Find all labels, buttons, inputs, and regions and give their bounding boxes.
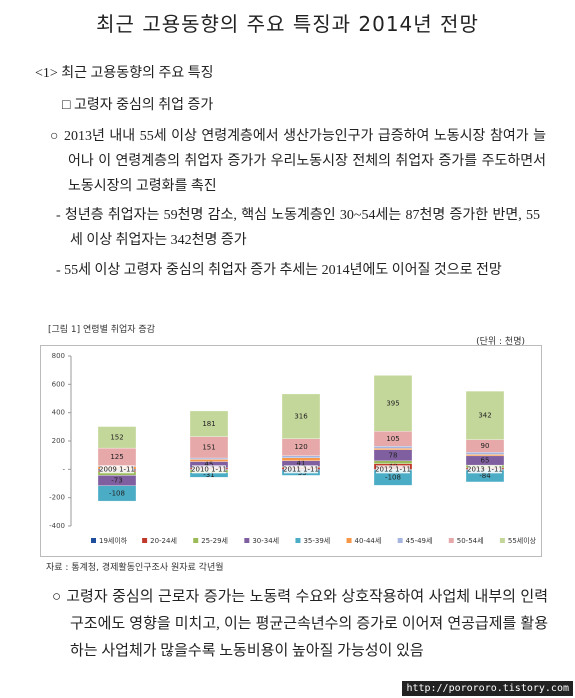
data-label: -73 xyxy=(111,477,122,485)
legend-label: 50-54세 xyxy=(457,536,484,545)
legend-label: 45-49세 xyxy=(406,536,433,545)
paragraph: ○ 2013년 내내 55세 이상 연령계층에서 생산가능인구가 급증하여 노동… xyxy=(50,129,546,194)
category-label-bg xyxy=(284,465,318,474)
legend-label: 20-24세 xyxy=(150,536,177,545)
data-label: 151 xyxy=(202,443,215,451)
x-category-label: 2013 1-11 xyxy=(467,465,503,473)
data-label: -84 xyxy=(479,472,491,480)
legend-swatch xyxy=(397,538,403,543)
y-tick-label: 600 xyxy=(52,380,65,388)
data-label: -108 xyxy=(109,489,125,497)
data-label: 90 xyxy=(481,442,490,450)
legend-swatch xyxy=(346,538,352,543)
legend-label: 19세이하 xyxy=(99,536,128,545)
category-label-bg xyxy=(376,465,410,474)
legend-swatch xyxy=(295,538,301,543)
category-label-bg xyxy=(100,465,134,474)
data-label: 316 xyxy=(294,412,308,420)
unit-label: (단위 : 천명) xyxy=(476,337,525,347)
x-category-label: 2012 1-11 xyxy=(375,465,411,473)
data-label: 45 xyxy=(205,461,214,469)
data-label: -108 xyxy=(385,474,401,482)
legend-label: 40-44세 xyxy=(355,536,382,545)
data-label: 120 xyxy=(294,443,307,451)
bar-segment xyxy=(189,459,229,462)
x-category-label: 2010 1-11 xyxy=(191,465,227,473)
y-tick-label: 800 xyxy=(52,352,65,360)
figure-caption: [그림 1] 연령별 취업자 증감 xyxy=(48,325,155,335)
category-label-bg xyxy=(192,465,226,474)
bar-segment xyxy=(97,426,137,449)
bar-segment xyxy=(281,455,321,459)
x-category-label: 2009 1-11 xyxy=(99,465,135,473)
legend-swatch xyxy=(142,538,148,543)
category-label-bg xyxy=(468,465,502,474)
paragraph: - 55세 이상 고령자 중심의 취업자 증가 추세는 2014년에도 이어질 … xyxy=(56,263,502,278)
legend-swatch xyxy=(193,538,199,543)
title: 최근 고용동향의 주요 특징과 2014년 전망 xyxy=(96,12,479,36)
paragraph: - 청년층 취업자는 59천명 감소, 핵심 노동계층인 30~54세는 87천… xyxy=(56,208,540,248)
y-tick-label: - xyxy=(62,465,65,473)
legend-label: 25-29세 xyxy=(201,536,228,545)
source-note: 자료 : 통계청, 경제활동인구조사 원자료 각년월 xyxy=(46,563,224,573)
bar-segment xyxy=(281,393,321,439)
y-tick-label: 200 xyxy=(52,437,65,445)
data-label: 152 xyxy=(110,433,123,441)
subsection-heading: □ 고령자 중심의 취업 증가 xyxy=(62,98,214,113)
legend-label: 35-39세 xyxy=(303,536,330,545)
y-tick-label: -200 xyxy=(49,494,65,502)
legend-swatch xyxy=(244,538,250,543)
bar-segment xyxy=(373,375,413,432)
bar-segment xyxy=(373,460,413,464)
bar-segment xyxy=(465,390,505,440)
data-label: 342 xyxy=(478,411,491,419)
legend-swatch xyxy=(499,538,505,543)
legend-swatch xyxy=(91,538,96,543)
bar-segment xyxy=(281,457,321,461)
data-label: 395 xyxy=(386,399,399,407)
bar-segment xyxy=(373,446,413,449)
x-category-label: 2011 1-11 xyxy=(283,465,319,473)
bar-segment xyxy=(373,448,413,450)
bar-segment xyxy=(189,410,229,437)
legend-swatch xyxy=(448,538,454,543)
data-label: 78 xyxy=(389,451,398,459)
data-label: 125 xyxy=(110,453,123,461)
y-tick-label: -400 xyxy=(49,522,65,530)
watermark: http://porororo.tistory.com xyxy=(402,681,573,696)
legend-label: 55세이상 xyxy=(508,536,537,545)
y-tick-label: 400 xyxy=(52,409,65,417)
data-label: -31 xyxy=(203,471,214,479)
bar-segment xyxy=(465,454,505,457)
legend-label: 30-34세 xyxy=(252,536,279,545)
data-label: 41 xyxy=(297,460,306,468)
paragraph: ○ 고령자 중심의 근로자 증가는 노동력 수요와 상호작용하여 사업체 내부의… xyxy=(52,589,548,659)
data-label: 105 xyxy=(386,435,399,443)
bar-segment xyxy=(97,485,137,502)
bar-segment xyxy=(465,452,505,455)
bar-segment xyxy=(189,457,229,460)
data-label: 65 xyxy=(481,456,490,464)
section-heading: <1> 최근 고용동향의 주요 특징 xyxy=(35,66,214,81)
data-label: 181 xyxy=(202,420,215,428)
